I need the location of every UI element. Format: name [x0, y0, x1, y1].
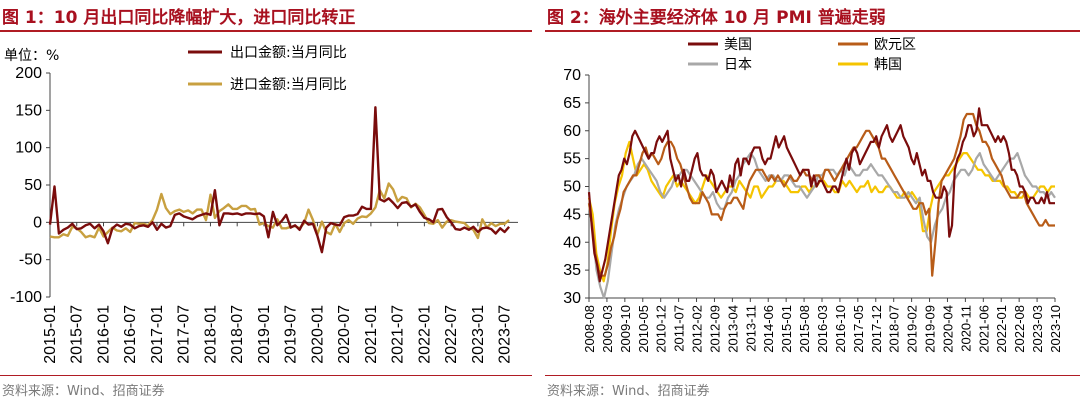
x-tick-label: 2022-01	[994, 305, 1009, 353]
x-tick-label: 2014-06	[761, 305, 776, 353]
x-tick-label: 2019-02	[905, 305, 920, 353]
source-note-left: 资料来源：Wind、招商证券	[2, 384, 165, 399]
x-tick-label: 2022-08	[1012, 305, 1027, 353]
x-tick-label: 2023-10	[1048, 305, 1063, 353]
x-tick-label: 2016-03	[815, 305, 830, 353]
y-tick-label: 70	[563, 67, 581, 84]
y-tick-label: 65	[563, 95, 581, 112]
x-tick-label: 2015-07	[69, 305, 86, 364]
x-tick-label: 2011-07	[672, 305, 687, 352]
y-tick-label: 50	[24, 177, 42, 194]
x-tick-label: 2020-11	[958, 305, 973, 352]
footer-rule-right	[545, 375, 1080, 376]
y-tick-label: 45	[563, 206, 581, 223]
x-tick-label: 2015-01	[42, 305, 59, 364]
x-tick-label: 2009-10	[618, 305, 633, 353]
x-tick-label: 2017-05	[851, 305, 866, 353]
left-panel: 图 1：10 月出口同比降幅扩大，进口同比转正 单位：% 200 150 100 50 0…	[0, 0, 532, 407]
unit-label: 单位：%	[4, 48, 59, 64]
chart-title-right: 图 2：海外主要经济体 10 月 PMI 普遍走弱	[547, 8, 886, 28]
x-tick-label: 2019-01	[256, 305, 273, 364]
x-tick-label: 2021-07	[390, 305, 407, 364]
y-tick-label: -50	[19, 252, 42, 269]
y-tick-label: 50	[563, 179, 581, 196]
x-tick-label: 2017-07	[176, 305, 193, 364]
x-tick-label: 2022-07	[443, 305, 460, 364]
legend-label: 美国	[724, 37, 752, 53]
x-tick-label: 2008-08	[582, 305, 597, 353]
y-tick-label: -100	[10, 289, 42, 306]
source-note-right: 资料来源：Wind、招商证券	[547, 384, 710, 399]
series-line-0	[587, 107, 1055, 283]
legend-label: 进口金额:当月同比	[230, 77, 347, 93]
y-tick-label: 30	[563, 290, 581, 307]
y-tick-label: 35	[563, 262, 581, 279]
x-tick-label: 2010-12	[654, 305, 669, 353]
y-tick-label: 60	[563, 123, 581, 140]
x-tick-label: 2023-01	[470, 305, 487, 364]
x-tick-label: 2017-01	[149, 305, 166, 364]
x-tick-label: 2018-07	[229, 305, 246, 364]
x-tick-label: 2015-01	[779, 305, 794, 353]
x-tick-label: 2023-07	[497, 305, 514, 364]
x-tick-label: 2019-07	[283, 305, 300, 364]
x-tick-label: 2021-06	[976, 305, 991, 353]
x-tick-label: 2018-01	[202, 305, 219, 364]
x-tick-label: 2010-05	[636, 305, 651, 353]
x-tick-label: 2009-03	[600, 305, 615, 353]
x-tick-label: 2021-01	[363, 305, 380, 364]
title-rule-right	[545, 30, 1080, 32]
series-line-2	[587, 152, 1056, 300]
y-tick-label: 150	[15, 102, 42, 119]
x-tick-label: 2022-01	[416, 305, 433, 364]
x-tick-label: 2020-01	[309, 305, 326, 364]
x-tick-label: 2016-01	[95, 305, 112, 364]
legend-label: 日本	[724, 57, 752, 73]
y-tick-label: 100	[15, 140, 42, 157]
legend-label: 欧元区	[874, 37, 916, 53]
x-tick-label: 2020-04	[940, 305, 955, 353]
x-tick-label: 2019-09	[923, 305, 938, 353]
x-tick-label: 2023-03	[1030, 305, 1045, 353]
y-tick-label: 0	[33, 214, 42, 231]
series-line-1	[49, 182, 510, 240]
right-panel: 图 2：海外主要经济体 10 月 PMI 普遍走弱 70 65 60 55 50 45 40…	[545, 0, 1080, 407]
x-tick-label: 2018-07	[887, 305, 902, 353]
x-tick-label: 2016-07	[122, 305, 139, 364]
x-tick-label: 2012-09	[707, 305, 722, 353]
x-tick-label: 2017-12	[869, 305, 884, 353]
y-tick-label: 40	[563, 234, 581, 251]
x-tick-label: 2013-04	[725, 305, 740, 353]
x-tick-label: 2013-11	[743, 305, 758, 352]
chart-title-left: 图 1：10 月出口同比降幅扩大，进口同比转正	[2, 8, 356, 28]
x-tick-label: 2012-02	[690, 305, 705, 353]
x-tick-label: 2020-07	[336, 305, 353, 364]
y-tick-label: 200	[15, 65, 42, 82]
title-rule-left	[0, 30, 532, 32]
footer-rule-left	[0, 375, 532, 376]
y-tick-label: 55	[563, 151, 581, 168]
series-line-0	[48, 106, 511, 254]
legend-label: 出口金额:当月同比	[230, 45, 347, 61]
legend-label: 韩国	[874, 57, 902, 73]
x-tick-label: 2015-08	[797, 305, 812, 353]
x-tick-label: 2016-10	[833, 305, 848, 353]
